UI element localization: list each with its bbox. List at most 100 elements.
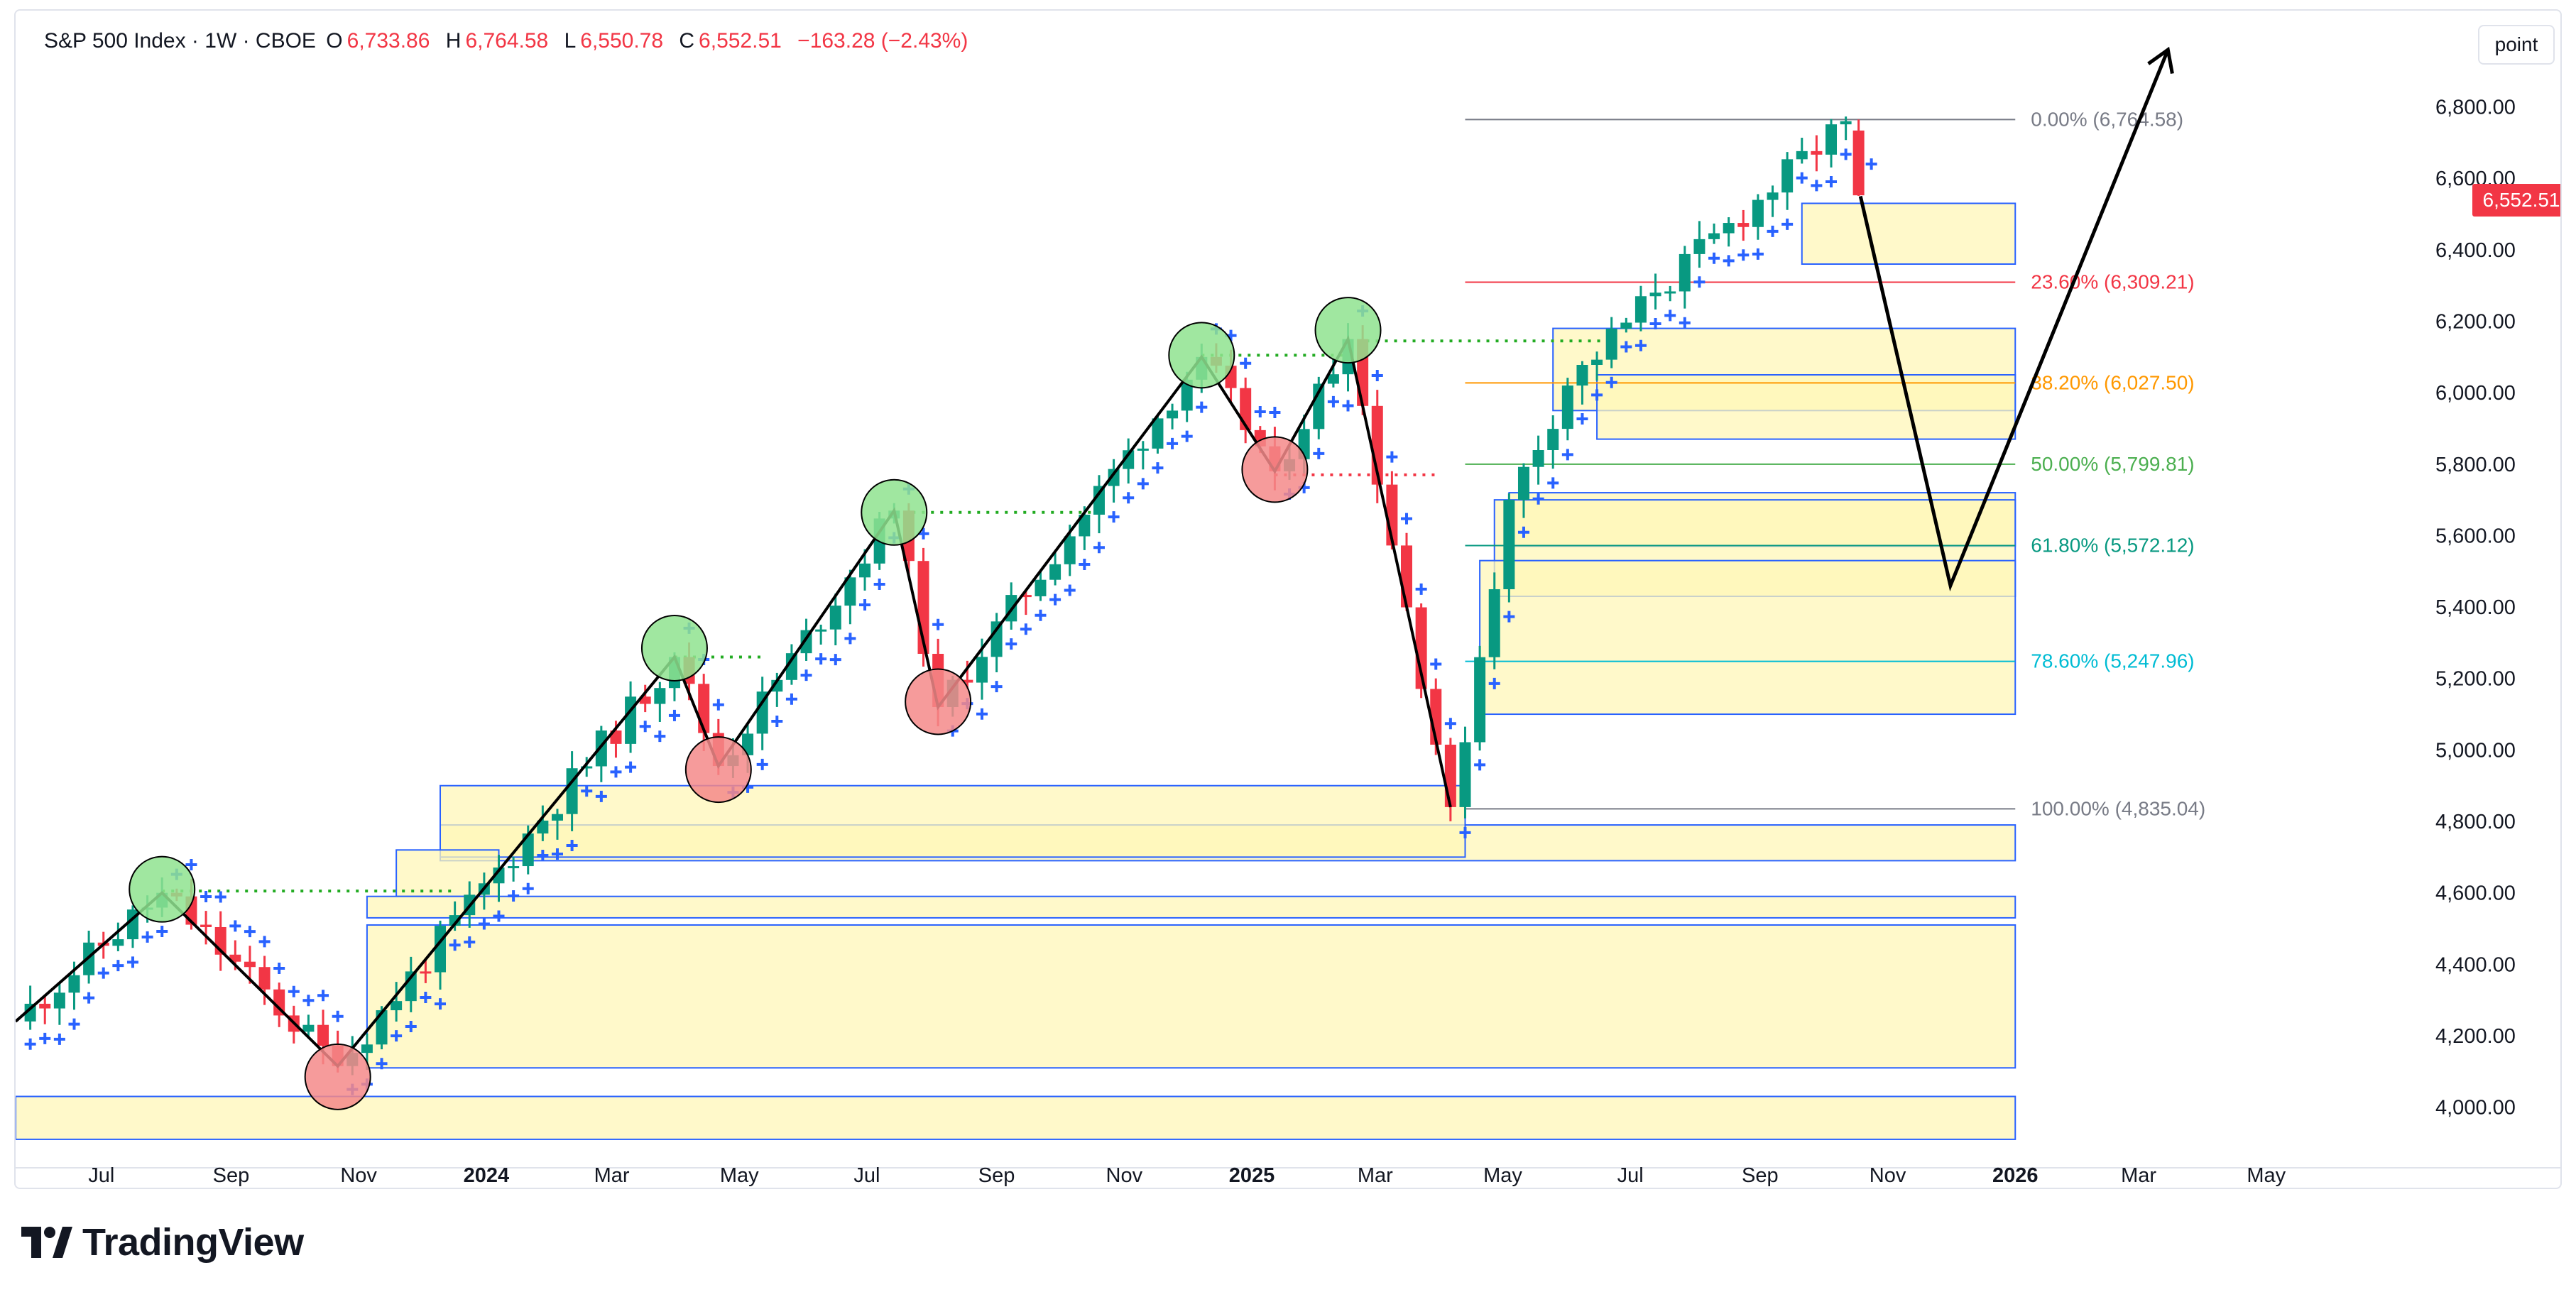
psar-marker: [141, 931, 153, 943]
candle-body: [976, 657, 988, 683]
psar-marker: [24, 1038, 36, 1050]
y-axis-tick-label: 5,600.00: [2435, 525, 2516, 547]
psar-marker: [1444, 718, 1456, 730]
psar-marker: [668, 709, 680, 721]
demand-zone: [366, 924, 2016, 1069]
psar-marker: [317, 990, 329, 1002]
psar-marker: [1679, 317, 1691, 329]
swing-low-marker: [1241, 436, 1309, 503]
y-axis-tick-label: 6,800.00: [2435, 97, 2516, 119]
psar-marker: [156, 926, 168, 938]
psar-marker: [435, 998, 447, 1010]
candle-body: [1108, 469, 1120, 486]
psar-marker: [1240, 357, 1252, 369]
y-axis-tick-label: 4,400.00: [2435, 953, 2516, 976]
psar-marker: [859, 599, 871, 611]
tradingview-logo[interactable]: TradingView: [21, 1221, 304, 1264]
psar-marker: [1488, 677, 1500, 689]
psar-marker: [185, 858, 197, 870]
candle-body: [361, 1044, 373, 1054]
psar-marker: [508, 890, 520, 902]
psar-marker: [493, 910, 505, 922]
y-axis-tick-label: 6,400.00: [2435, 239, 2516, 262]
psar-marker: [1737, 249, 1750, 261]
psar-marker: [1196, 401, 1208, 413]
psar-marker: [785, 693, 797, 705]
psar-marker: [1708, 252, 1720, 264]
x-axis-tick-label: May: [2247, 1164, 2286, 1187]
psar-marker: [391, 1030, 403, 1042]
candle-body: [1444, 744, 1456, 807]
psar-marker: [1459, 826, 1471, 838]
psar-marker: [1634, 339, 1647, 351]
x-axis-tick-label: Jul: [1617, 1164, 1644, 1187]
psar-marker: [1342, 400, 1354, 412]
psar-marker: [214, 891, 227, 903]
tradingview-logo-icon: [21, 1227, 72, 1258]
candle-body: [1415, 607, 1427, 689]
high-label: H: [445, 29, 462, 53]
candle-body: [1576, 364, 1588, 386]
candle-body: [829, 606, 841, 630]
candle-body: [376, 1010, 388, 1045]
x-axis-tick-label: Mar: [2121, 1164, 2156, 1187]
psar-marker: [1865, 158, 1877, 170]
psar-marker: [1649, 318, 1661, 330]
candle-body: [756, 691, 768, 734]
psar-marker: [258, 936, 271, 948]
y-axis-tick-label: 6,000.00: [2435, 382, 2516, 405]
y-axis-tick-label: 5,200.00: [2435, 668, 2516, 691]
psar-marker: [1781, 218, 1794, 230]
candle-body: [1049, 564, 1061, 580]
chart-panel[interactable]: 0.00% (6,764.58) 23.60% (6,309.21) 38.20% …: [14, 9, 2562, 1189]
candle-body: [1503, 500, 1515, 590]
candle-body: [302, 1024, 315, 1032]
y-axis-tick-label: 5,400.00: [2435, 596, 2516, 619]
candle-body: [1664, 291, 1676, 294]
psar-marker: [1532, 493, 1544, 505]
demand-zone: [440, 784, 1466, 858]
close-label: C: [679, 29, 695, 53]
psar-marker: [522, 882, 534, 894]
candle-body: [1561, 385, 1573, 429]
candle-body: [1035, 579, 1047, 596]
swing-high-marker: [1314, 297, 1382, 364]
candle-body: [1327, 374, 1339, 384]
y-axis-tick-label: 4,200.00: [2435, 1025, 2516, 1048]
candle-body: [1723, 223, 1735, 234]
psar-marker: [1108, 511, 1120, 523]
psar-marker: [1693, 276, 1705, 288]
candle-body: [1167, 410, 1179, 419]
psar-marker: [1269, 407, 1281, 419]
psar-marker: [97, 967, 109, 979]
candle-body: [53, 992, 65, 1009]
candle-body: [1852, 130, 1865, 196]
psar-marker: [83, 992, 95, 1004]
candle-body: [1474, 657, 1486, 743]
candle-body: [1591, 359, 1603, 365]
psar-marker: [800, 669, 812, 682]
candle-body: [1093, 486, 1105, 515]
candle-body: [420, 971, 432, 974]
psar-marker: [1005, 638, 1017, 650]
price-chart[interactable]: 0.00% (6,764.58) 23.60% (6,309.21) 38.20% …: [16, 11, 2562, 1189]
psar-marker: [1605, 376, 1617, 388]
y-axis-tick-label: 5,800.00: [2435, 454, 2516, 476]
candle-body: [1079, 515, 1091, 537]
y-axis-tick-label: 4,800.00: [2435, 811, 2516, 833]
x-axis-tick-label: 2024: [464, 1164, 510, 1187]
psar-marker: [815, 653, 827, 665]
psar-marker: [288, 985, 300, 997]
x-axis-tick-label: Nov: [340, 1164, 377, 1187]
fib-level-label: 0.00% (6,764.58): [2031, 108, 2183, 130]
symbol-title: S&P 500 Index · 1W · CBOE: [44, 29, 316, 53]
psar-marker: [610, 766, 622, 778]
demand-zone: [366, 895, 2016, 919]
price-unit-button[interactable]: point: [2478, 25, 2555, 65]
candle-body: [639, 696, 651, 704]
change-value: −163.28 (−2.43%): [797, 29, 968, 53]
x-axis-tick-label: Nov: [1870, 1164, 1906, 1187]
psar-marker: [332, 1010, 344, 1022]
psar-marker: [112, 960, 124, 972]
candle-body: [435, 926, 447, 973]
